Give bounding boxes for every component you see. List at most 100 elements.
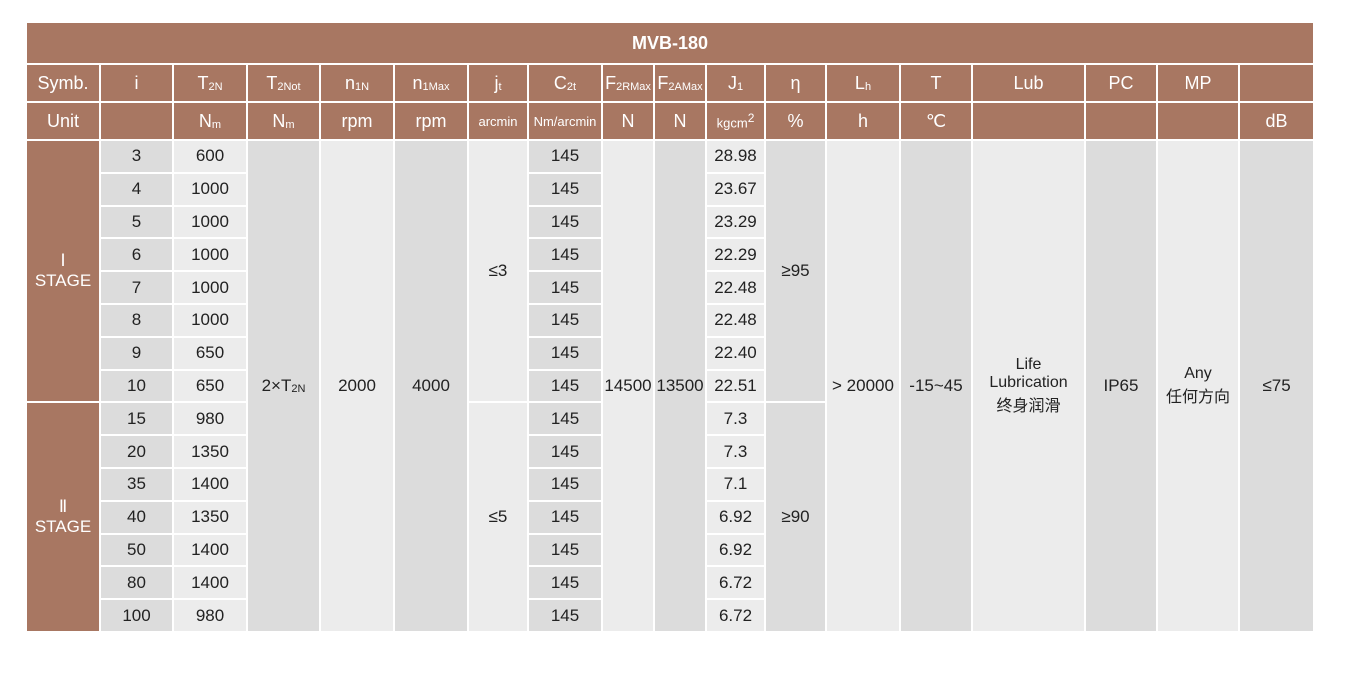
c2t-cell: 145 [527,204,603,240]
protection-class-cell: IP65 [1084,139,1158,633]
header-subscript: 1Max [422,80,450,93]
header-cell: kgcm2 [705,101,766,141]
ratio-cell: 50 [99,532,174,568]
header-cell [971,101,1086,141]
header-text: T [197,72,209,93]
header-cell [1084,101,1158,141]
j1-cell: 7.1 [705,466,766,502]
c2t-cell: 145 [527,139,603,174]
header-subscript: 2Not [277,80,301,93]
c2t-cell: 145 [527,499,603,535]
table-row: 50 1400 145 6.92 [26,532,1314,568]
spec-table: MVB-180 Symb. i T2N T2Not n1N n1Max jt C2t F2RMa… [24,21,1316,633]
header-cell: n1N [319,63,395,103]
header-text: i [134,72,139,93]
stage-numeral: Ⅱ [58,497,68,517]
header-cell: Nm/arcmin [527,101,603,141]
t2n-cell: 1400 [172,466,248,502]
header-cell: h [825,101,901,141]
j1-cell: 6.72 [705,598,766,633]
header-cell: Lh [825,63,901,103]
header-cell [1237,63,1316,103]
stage-text: STAGE [34,517,92,537]
ratio-cell: 20 [99,434,174,469]
efficiency-cell: ≥95 [764,138,827,404]
header-cell: % [764,101,827,141]
header-subscript: t [498,80,502,93]
t2n-cell: 1350 [172,499,248,535]
header-text: J [727,72,737,93]
header-cell [1156,101,1240,141]
table-row: 4 1000 145 23.67 [26,171,1314,207]
table-row: 20 1350 145 7.3 [26,434,1314,469]
t2n-cell: 650 [172,368,248,404]
table-row: 10 650 145 22.51 [26,368,1314,404]
t2n-cell: 1000 [172,270,248,305]
header-cell: ℃ [899,101,973,141]
j1-cell: 6.92 [705,499,766,535]
t2n-cell: 600 [172,139,248,174]
t2not-subscript: 2N [291,382,306,395]
header-cell [99,101,174,141]
header-cell: jt [467,63,529,103]
mounting-position-cell: Any 任何方向 [1156,139,1240,633]
header-subscript: m [285,118,295,131]
header-text: dB [1265,110,1288,131]
table-row: Ⅰ STAGE 3 600 2×T2N 2000 4000 ≤3 145 14500 13500 28… [25,138,1316,633]
t2n-cell: 1400 [172,565,248,601]
lifetime-cell: > 20000 [825,139,901,633]
t2n-cell: 1350 [172,434,248,469]
c2t-cell: 145 [527,532,603,568]
ratio-cell: 6 [99,237,174,273]
j1-cell: 6.92 [705,532,766,568]
table-row: Ⅱ STAGE 15 980 ≤5 145 7.3 ≥90 [25,401,1314,633]
header-subscript: 1 [736,80,744,93]
header-text: Symb. [37,72,89,93]
header-text: kgcm [716,115,748,131]
header-cell: C2t [527,63,603,103]
ratio-cell: 10 [99,368,174,404]
backlash-cell: ≤3 [467,138,529,404]
j1-cell: 7.3 [705,434,766,469]
header-text: T [930,72,942,93]
j1-cell: 22.51 [705,368,766,404]
header-subscript: m [211,118,222,131]
ratio-cell: 100 [99,598,174,633]
header-text: N [621,110,635,131]
header-cell: Nm [172,101,248,141]
c2t-cell: 145 [527,237,603,273]
header-text: n [412,72,423,93]
header-text: T [266,72,278,93]
mounting-line: 任何方向 [1165,388,1230,406]
header-text: Lub [1013,72,1044,93]
j1-cell: 6.72 [705,565,766,601]
lubrication-line: Life [1015,355,1042,373]
t2not-cell: 2×T2N [246,139,321,633]
header-subscript: 2t [566,80,577,93]
lubrication-line: Lubrication [989,373,1068,391]
header-cell: F2AMax [653,63,707,103]
j1-cell: 22.29 [705,237,766,273]
ratio-cell: 8 [99,302,174,338]
header-text: C [553,72,567,93]
t2n-cell: 980 [172,598,248,633]
header-subscript: 2RMax [616,80,651,93]
table-row: 5 1000 145 23.29 [26,204,1314,240]
header-subscript: 2N [208,80,223,93]
j1-cell: 23.29 [705,204,766,240]
table-row: 100 980 145 6.72 [26,598,1314,633]
c2t-cell: 145 [527,270,603,305]
f2rmax-cell: 14500 [601,139,655,633]
f2amax-cell: 13500 [653,139,707,633]
table-row: 9 650 145 22.40 [26,335,1314,371]
stage-label: Ⅱ STAGE [25,401,101,633]
ratio-cell: 4 [99,171,174,207]
header-cell: arcmin [467,101,529,141]
t2n-cell: 1000 [172,302,248,338]
c2t-cell: 145 [527,335,603,371]
header-cell: T2N [172,63,248,103]
stage-numeral: Ⅰ [60,251,66,271]
n1max-cell: 4000 [393,139,469,633]
ratio-cell: 3 [99,139,174,174]
